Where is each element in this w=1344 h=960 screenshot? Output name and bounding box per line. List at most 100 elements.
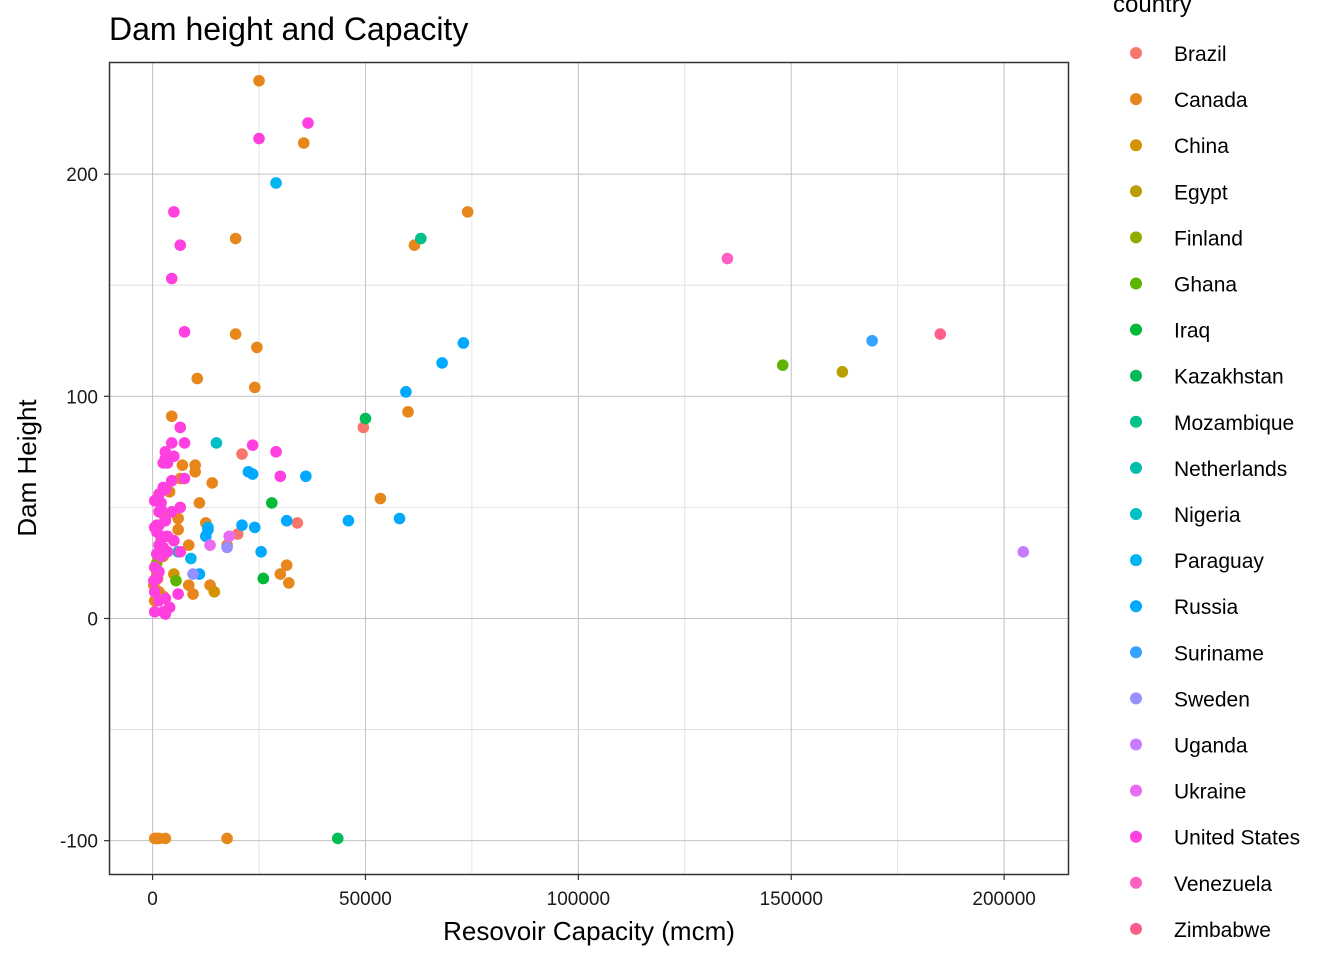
data-point bbox=[236, 519, 248, 531]
data-point bbox=[174, 501, 187, 514]
data-point bbox=[721, 252, 734, 265]
legend-key bbox=[1130, 876, 1142, 889]
data-point bbox=[172, 588, 184, 600]
data-point bbox=[165, 410, 178, 423]
data-point bbox=[280, 514, 293, 527]
data-point bbox=[168, 534, 180, 547]
legend-label: Ghana bbox=[1174, 274, 1237, 297]
plot-panel bbox=[108, 61, 1070, 876]
legend-label: Kazakhstan bbox=[1174, 366, 1284, 389]
legend-label: Egypt bbox=[1174, 181, 1228, 204]
data-point bbox=[270, 177, 282, 189]
data-point bbox=[193, 497, 206, 509]
data-point bbox=[221, 541, 233, 554]
legend-key bbox=[1130, 738, 1142, 751]
data-point bbox=[221, 832, 233, 845]
legend-items: Brazil Canada China Egypt Finland Ghana Iraq Ka… bbox=[1130, 43, 1300, 942]
data-point bbox=[253, 74, 265, 87]
data-point bbox=[208, 586, 221, 598]
legend-item: Ghana bbox=[1130, 274, 1237, 297]
data-point bbox=[357, 421, 370, 434]
data-point bbox=[257, 572, 270, 585]
legend-item: Kazakhstan bbox=[1130, 366, 1284, 389]
x-tick-label: 100000 bbox=[547, 889, 610, 910]
data-point bbox=[393, 512, 406, 525]
data-point bbox=[159, 832, 172, 845]
legend-label: Sweden bbox=[1174, 688, 1250, 711]
data-point bbox=[331, 832, 344, 845]
data-point bbox=[302, 117, 314, 129]
data-point bbox=[202, 523, 214, 536]
data-point bbox=[248, 521, 261, 534]
data-point bbox=[1017, 546, 1030, 558]
legend-label: Canada bbox=[1174, 89, 1248, 112]
chart-title: Dam height and Capacity bbox=[109, 11, 468, 47]
data-point bbox=[374, 492, 387, 505]
y-axis: -100 0 100 200 bbox=[60, 165, 110, 853]
data-point bbox=[246, 468, 259, 480]
legend-label: Zimbabwe bbox=[1174, 919, 1271, 942]
data-point bbox=[155, 550, 167, 563]
legend-label: Finland bbox=[1174, 227, 1243, 250]
x-axis: 0 50000 100000 150000 200000 bbox=[147, 874, 1036, 910]
data-point bbox=[436, 357, 448, 369]
data-point bbox=[265, 497, 278, 509]
data-point bbox=[248, 381, 261, 394]
data-point bbox=[165, 272, 178, 285]
legend-item: Iraq bbox=[1130, 320, 1210, 343]
data-point bbox=[457, 337, 470, 349]
y-tick-label: 100 bbox=[66, 387, 98, 408]
data-point bbox=[776, 359, 789, 371]
legend-label: Ukraine bbox=[1174, 781, 1246, 804]
legend-item: Ukraine bbox=[1130, 781, 1246, 804]
legend-title: country bbox=[1113, 0, 1192, 18]
major-gridlines bbox=[110, 63, 1068, 874]
legend-item: China bbox=[1130, 135, 1229, 158]
data-point bbox=[274, 470, 287, 483]
data-point bbox=[172, 523, 184, 536]
legend-item: Nigeria bbox=[1130, 504, 1241, 527]
data-point bbox=[415, 232, 427, 245]
data-point bbox=[283, 577, 295, 589]
data-point bbox=[153, 594, 165, 607]
legend-key bbox=[1130, 508, 1142, 520]
x-tick-label: 150000 bbox=[760, 889, 823, 910]
x-tick-label: 0 bbox=[147, 889, 158, 910]
data-point bbox=[274, 568, 287, 580]
legend-item: Uganda bbox=[1130, 735, 1248, 758]
data-point bbox=[165, 506, 178, 518]
legend-item: Zimbabwe bbox=[1130, 919, 1271, 942]
legend-key bbox=[1130, 139, 1142, 152]
legend-item: Russia bbox=[1130, 596, 1239, 619]
x-tick-label: 50000 bbox=[339, 889, 392, 910]
legend-key bbox=[1130, 461, 1142, 474]
data-point bbox=[159, 608, 172, 620]
data-point bbox=[148, 586, 161, 598]
legend-label: Netherlands bbox=[1174, 458, 1287, 481]
data-point bbox=[280, 559, 293, 571]
data-point bbox=[210, 437, 223, 449]
data-points bbox=[148, 74, 1030, 845]
data-point bbox=[178, 472, 191, 485]
data-point bbox=[174, 421, 187, 434]
legend-item: Brazil bbox=[1130, 43, 1227, 66]
data-point bbox=[246, 439, 259, 451]
data-point bbox=[836, 366, 849, 378]
legend-key bbox=[1130, 277, 1142, 290]
data-point bbox=[359, 412, 372, 425]
x-axis-title: Resovoir Capacity (mcm) bbox=[443, 916, 735, 946]
data-point bbox=[223, 530, 236, 543]
data-point bbox=[461, 206, 474, 218]
data-point bbox=[300, 470, 312, 483]
legend-key bbox=[1130, 600, 1142, 613]
y-axis-title: Dam Height bbox=[12, 399, 42, 537]
data-point bbox=[236, 448, 248, 460]
legend-label: Venezuela bbox=[1174, 873, 1272, 896]
legend-key bbox=[1130, 369, 1142, 382]
legend-label: Russia bbox=[1174, 596, 1239, 619]
legend-item: Netherlands bbox=[1130, 458, 1287, 481]
legend-key bbox=[1130, 692, 1142, 705]
legend-item: Sweden bbox=[1130, 688, 1250, 711]
legend-key bbox=[1130, 185, 1142, 198]
